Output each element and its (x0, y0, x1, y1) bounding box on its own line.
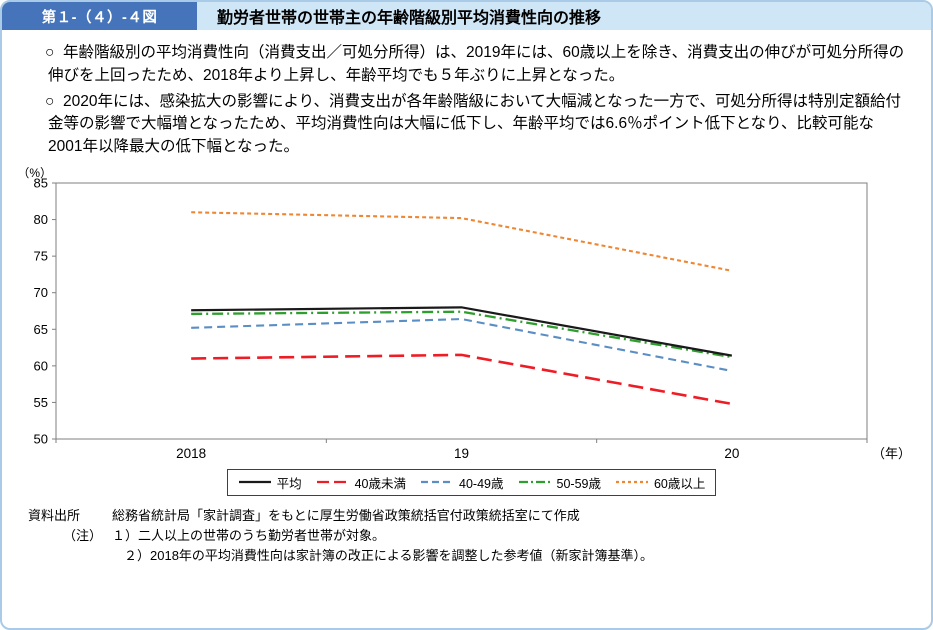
y-axis-tick-label: 55 (34, 395, 48, 410)
y-axis-tick-label: 60 (34, 358, 48, 373)
plot-area (55, 182, 868, 440)
legend-label: 50-59歳 (556, 476, 601, 491)
summary-bullet-2-text: 2020年には、感染拡大の影響により、消費支出が各年齢階級において大幅減となった… (48, 92, 902, 156)
y-axis-unit-label: （%） (17, 167, 52, 180)
legend-item: 60歳以上 (615, 473, 705, 492)
legend-item: 平均 (238, 473, 302, 492)
summary-bullet-1-text: 年齢階級別の平均消費性向（消費支出／可処分所得）は、2019年には、60歳以上を… (48, 44, 905, 84)
note-2-text: ２）2018年の平均消費性向は家計簿の改正による影響を調整した参考値（新家計簿基… (124, 548, 654, 564)
y-axis-tick-label: 75 (34, 249, 48, 264)
figure-footnotes: 資料出所 総務省統計局「家計調査」をもとに厚生労働省政策統括官付政策統括室にて作… (28, 506, 931, 566)
legend-item: 40歳未満 (316, 473, 406, 492)
note-spacer (28, 546, 102, 566)
x-axis-tick-label: 19 (454, 446, 469, 461)
source-text: 総務省統計局「家計調査」をもとに厚生労働省政策統括官付政策統括室にて作成 (112, 507, 580, 523)
legend-item: 50-59歳 (518, 473, 601, 492)
chart-area: 50 55 60 65 70 75 80 85 2018 19 20 （年） （%） 平均 40歳未満 40… (2, 167, 931, 496)
bullet-circle-marker: ○ (45, 92, 55, 110)
trend-chart-svg: 50 55 60 65 70 75 80 85 2018 19 20 （年） （%） (17, 167, 911, 461)
bullet-circle-marker: ○ (45, 44, 55, 61)
legend-line-sample (615, 481, 648, 484)
source-label: 資料出所 (28, 507, 81, 523)
y-axis-tick-label: 85 (34, 175, 48, 190)
note-label: （注） (62, 528, 102, 544)
y-axis-tick-label: 70 (34, 285, 48, 300)
legend-label: 40-49歳 (459, 476, 504, 491)
x-axis-tick-label: 2018 (176, 446, 206, 461)
footnote-grid: 資料出所 総務省統計局「家計調査」をもとに厚生労働省政策統括官付政策統括室にて作… (28, 506, 931, 566)
legend-label: 60歳以上 (653, 476, 706, 491)
figure-header: 第１-（４）-４図 勤労者世帯の世帯主の年齢階級別平均消費性向の推移 (2, 2, 931, 30)
y-axis-tick-label: 80 (34, 212, 48, 227)
series-line (191, 306, 733, 357)
series-line (191, 310, 733, 359)
summary-bullets: ○ 年齢階級別の平均消費性向（消費支出／可処分所得）は、2019年には、60歳以上… (2, 30, 931, 159)
legend-line-sample (238, 481, 271, 484)
legend-line-sample (316, 481, 349, 484)
summary-bullet-2: ○ 2020年には、感染拡大の影響により、消費支出が各年齢階級において大幅減となっ… (2, 91, 905, 159)
figure-number-badge: 第１-（４）-４図 (2, 2, 197, 30)
note-1-text: １）二人以上の世帯のうち勤労者世帯が対象。 (112, 528, 386, 544)
figure-title: 勤労者世帯の世帯主の年齢階級別平均消費性向の推移 (197, 2, 931, 30)
legend-item: 40-49歳 (420, 473, 504, 492)
legend-line-sample (421, 481, 454, 484)
legend-line-sample (518, 481, 551, 484)
y-axis-tick-label: 50 (34, 431, 48, 446)
chart-legend: 平均 40歳未満 40-49歳 50-59歳 60歳以上 (226, 468, 717, 496)
x-axis-unit-label: （年） (872, 446, 911, 461)
legend-row: 平均 40歳未満 40-49歳 50-59歳 60歳以上 (12, 468, 931, 496)
y-axis-tick-label: 65 (34, 322, 48, 337)
x-axis-tick-label: 20 (724, 446, 739, 461)
legend-label: 40歳未満 (354, 476, 407, 491)
legend-label: 平均 (276, 476, 302, 491)
summary-bullet-1: ○ 年齢階級別の平均消費性向（消費支出／可処分所得）は、2019年には、60歳以上… (2, 42, 905, 88)
series-line (191, 353, 733, 406)
